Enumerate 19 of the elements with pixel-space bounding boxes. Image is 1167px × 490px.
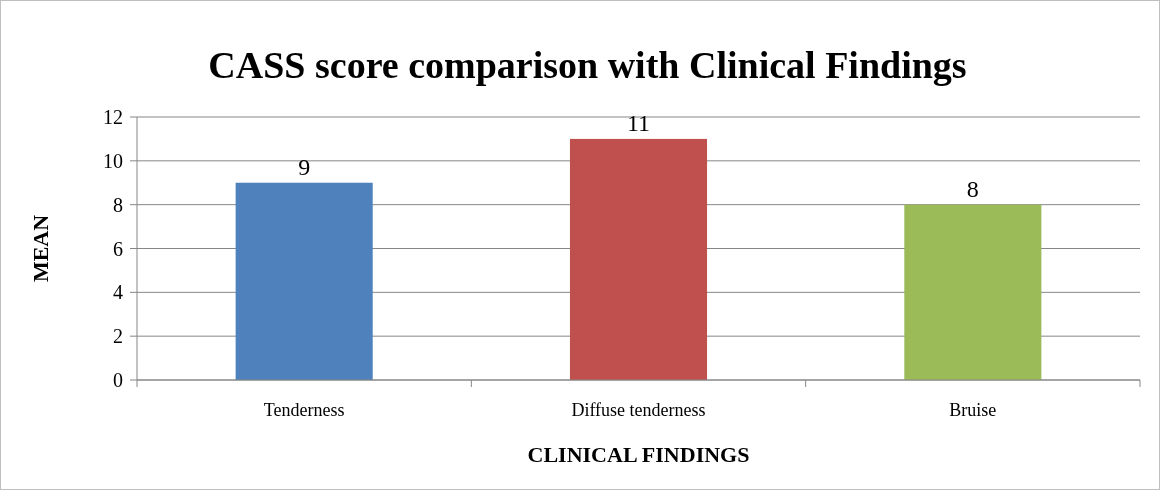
chart-title: CASS score comparison with Clinical Findings	[208, 44, 967, 86]
y-tick-label: 12	[103, 106, 123, 128]
data-label: 9	[298, 153, 311, 180]
bar	[904, 204, 1042, 380]
x-axis-title: CLINICAL FINDINGS	[527, 442, 750, 467]
y-axis-title: MEAN	[28, 214, 53, 283]
y-tick-label: 4	[113, 281, 123, 304]
y-tick-label: 0	[113, 369, 123, 391]
x-tick-label: Bruise	[949, 400, 997, 420]
y-tick-label: 8	[113, 193, 123, 216]
y-tick-label: 10	[103, 149, 123, 172]
data-label: 8	[966, 175, 979, 202]
x-tick-label: Tenderness	[263, 400, 345, 420]
y-tick-label: 6	[113, 237, 123, 260]
data-label: 11	[626, 109, 651, 136]
bar	[235, 182, 373, 380]
y-tick-label: 2	[113, 325, 123, 348]
bar	[569, 138, 708, 380]
x-tick-label: Diffuse tenderness	[571, 400, 706, 420]
